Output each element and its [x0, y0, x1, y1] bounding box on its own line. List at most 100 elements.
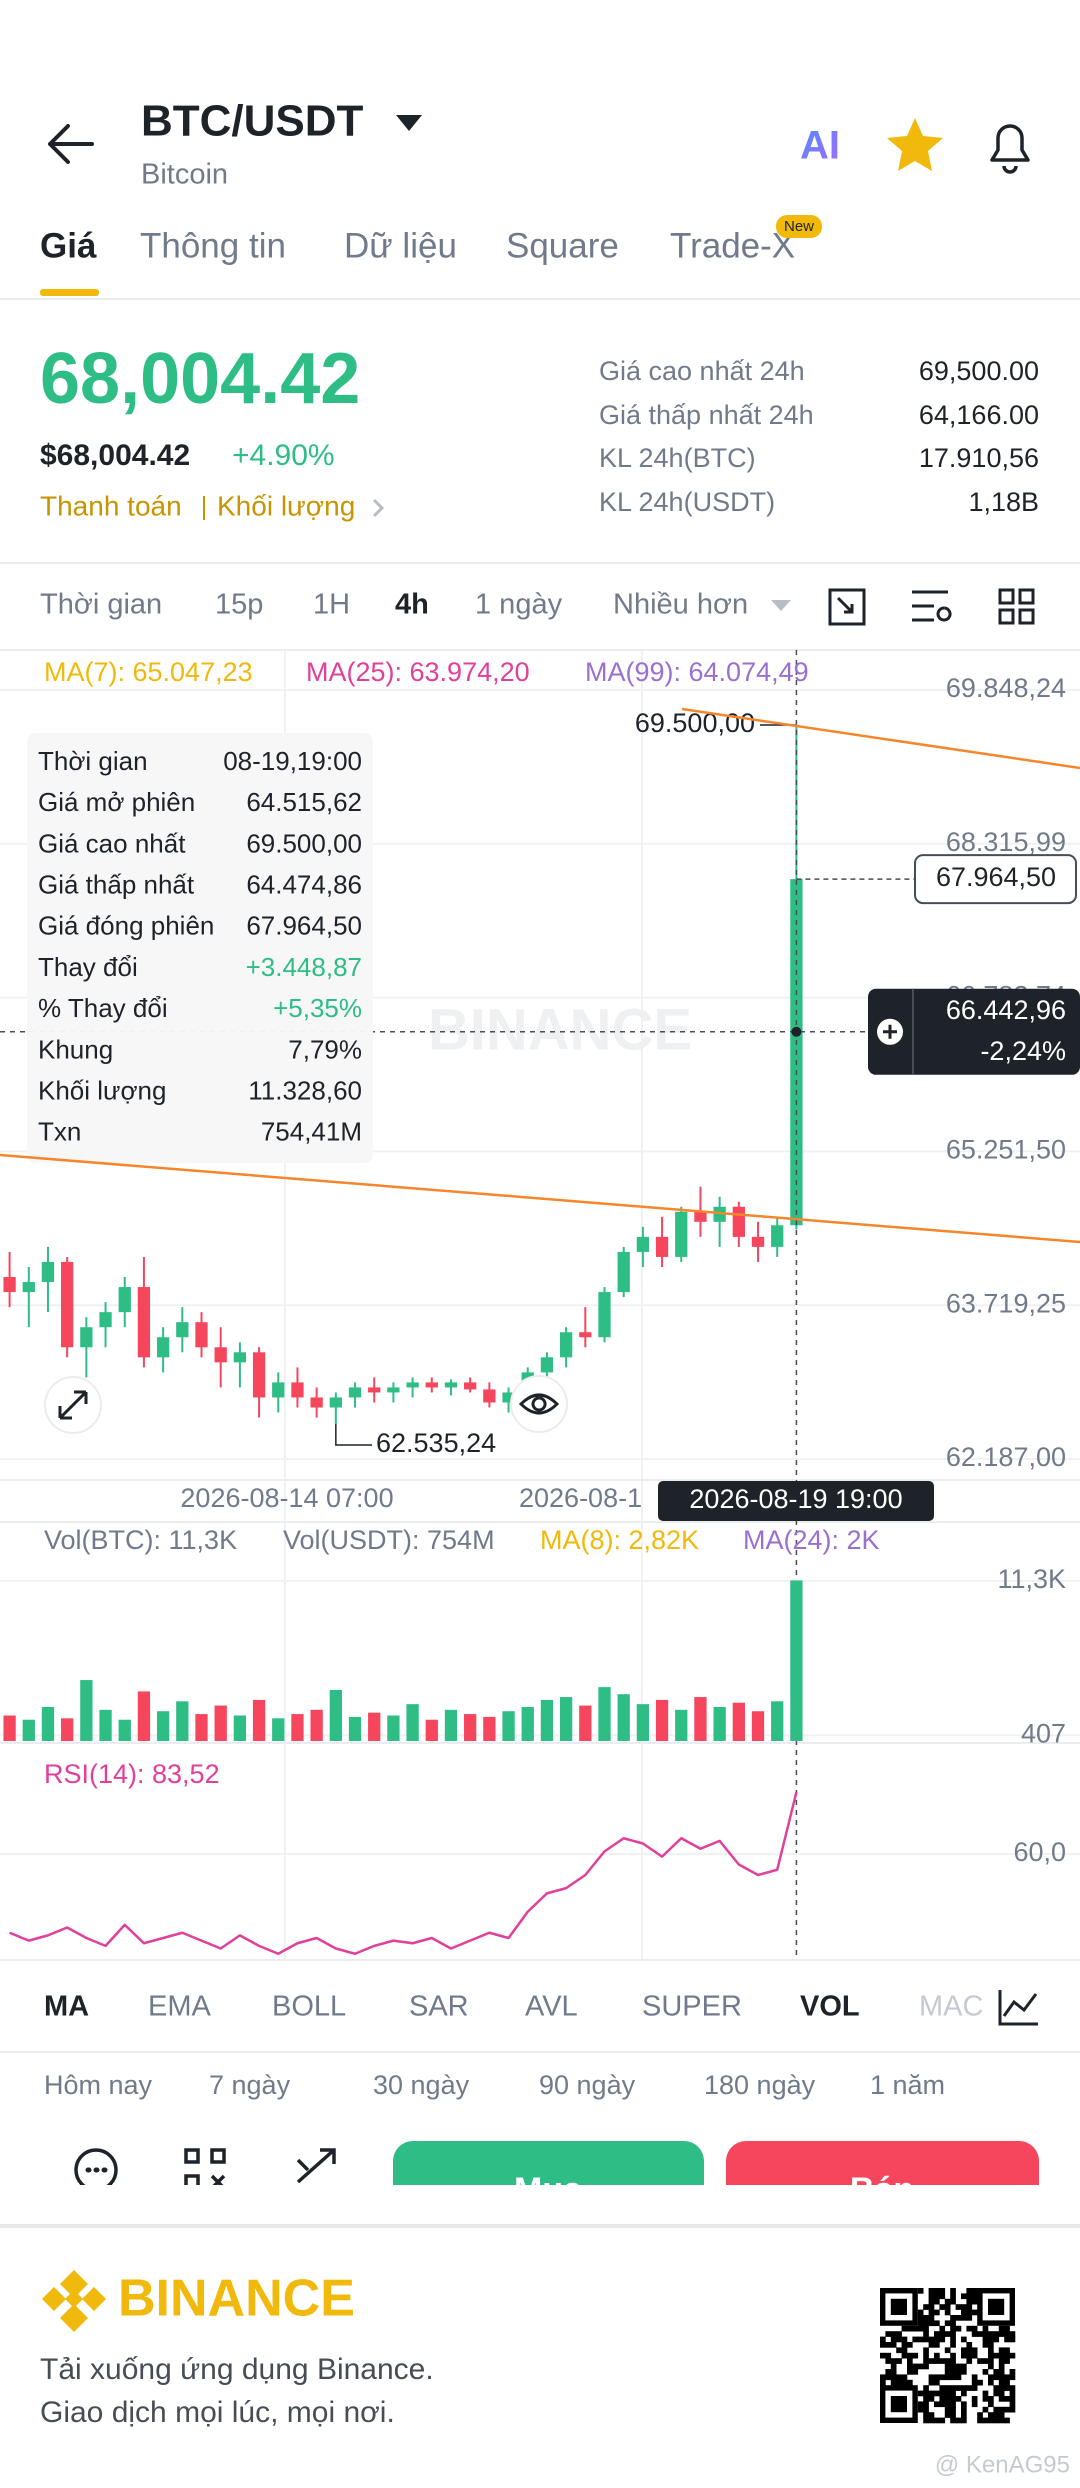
period[interactable]: 90 ngày: [539, 2070, 636, 2100]
qr-module: [939, 2304, 946, 2310]
period[interactable]: 7 ngày: [209, 2070, 291, 2100]
crosshair-price: 66.442,96: [946, 995, 1066, 1025]
indicator-settings[interactable]: [998, 1990, 1038, 2026]
sell-label[interactable]: Bán: [850, 2171, 914, 2209]
qr-module: [977, 2331, 983, 2337]
period[interactable]: 30 ngày: [373, 2070, 470, 2100]
qr-module: [950, 2358, 956, 2364]
indicator-tab[interactable]: MA: [44, 1991, 89, 2023]
candle-body: [732, 1206, 745, 1237]
indicator-tab[interactable]: EMA: [148, 1991, 212, 2023]
qr-module: [988, 2358, 994, 2364]
qr-module: [901, 2347, 908, 2354]
qr-module: [923, 2304, 929, 2310]
qr-module: [961, 2304, 967, 2310]
link[interactable]: Khối lượng: [217, 490, 355, 521]
indicator-tab[interactable]: MAC: [919, 1991, 983, 2023]
qr-module: [950, 2342, 956, 2348]
link[interactable]: Thanh toán: [40, 490, 182, 521]
tab[interactable]: Giá: [40, 226, 97, 265]
candle-body: [425, 1382, 438, 1388]
qr-module: [977, 2379, 983, 2386]
qr-module: [998, 2347, 1005, 2354]
notification-bell[interactable]: [990, 124, 1030, 174]
stat-value: 1,18B: [968, 487, 1039, 517]
rsi-line: [9, 1791, 798, 1955]
qr-module: [982, 2358, 989, 2364]
y-tick-label: 407: [1021, 1718, 1066, 1748]
interval[interactable]: Thời gian: [40, 589, 162, 621]
layout-icon[interactable]: [998, 588, 1035, 625]
interval[interactable]: Nhiều hơn: [613, 589, 748, 621]
y-tick-label: 60,0: [1013, 1837, 1066, 1867]
legend-entry: Vol(USDT): 754M: [283, 1525, 495, 1555]
legend-entry: MA(25): 63.974,20: [306, 657, 530, 687]
qr-module: [934, 2390, 940, 2397]
volume-bar: [80, 1680, 93, 1741]
pair-dropdown[interactable]: [396, 115, 422, 131]
period[interactable]: Hôm nay: [44, 2070, 153, 2100]
qr-module: [934, 2379, 940, 2386]
buy-button[interactable]: [393, 2141, 704, 2231]
qr-module: [993, 2331, 1000, 2337]
interval[interactable]: 1 ngày: [475, 589, 563, 621]
qr-module: [934, 2298, 940, 2305]
indicator-tab[interactable]: SAR: [409, 1991, 469, 2023]
volume-bar: [252, 1699, 266, 1741]
qr-module: [950, 2406, 956, 2413]
more-dropdown[interactable]: [771, 600, 791, 611]
qr-finder: [880, 2287, 918, 2326]
period[interactable]: 180 ngày: [704, 2070, 816, 2100]
qr-module: [944, 2309, 951, 2316]
interval[interactable]: 1H: [313, 589, 350, 621]
candle-body: [195, 1322, 208, 1348]
tab[interactable]: Square: [506, 226, 619, 265]
qr-module: [939, 2385, 946, 2391]
indicator-tab[interactable]: BOLL: [272, 1991, 346, 2023]
qr-module: [961, 2293, 967, 2300]
pair-title[interactable]: BTC/USDT: [141, 97, 364, 146]
volume-bar: [464, 1714, 477, 1741]
qr-module: [890, 2363, 897, 2370]
trade-icon[interactable]: [296, 2148, 336, 2184]
tooltip-label: Txn: [38, 1117, 81, 1147]
trend-line[interactable]: [0, 1153, 1080, 1244]
trend-line[interactable]: [681, 707, 1080, 770]
low-marker: [335, 1424, 372, 1446]
qr-module: [939, 2401, 946, 2408]
qr-module: [880, 2342, 886, 2348]
qr-module: [982, 2369, 989, 2375]
visibility-button[interactable]: [510, 1375, 568, 1433]
indicator-tab[interactable]: SUPER: [642, 1991, 742, 2023]
volume-bar: [118, 1719, 131, 1741]
qr-module: [1009, 2336, 1016, 2343]
qr-module: [950, 2315, 956, 2321]
tooltip-value: 64.474,86: [246, 869, 362, 899]
candle-body: [655, 1236, 669, 1257]
qr-module: [950, 2298, 956, 2305]
chat-icon[interactable]: [74, 2148, 118, 2190]
indicator-tab[interactable]: VOL: [800, 1991, 860, 2023]
qr-module: [1009, 2406, 1016, 2413]
tab[interactable]: Trade-X: [670, 226, 795, 265]
back-button[interactable]: [48, 124, 94, 164]
buy-label[interactable]: Mua: [514, 2171, 583, 2209]
sell-button[interactable]: [726, 2141, 1039, 2231]
indicator-tab[interactable]: AVL: [525, 1991, 578, 2023]
favorite-star[interactable]: [887, 118, 943, 171]
tab[interactable]: Thông tin: [140, 226, 286, 265]
volume-bar: [61, 1718, 74, 1741]
tooltip-value: 754,41M: [261, 1117, 362, 1147]
tooltip-value: 11.328,60: [248, 1075, 362, 1105]
interval[interactable]: 4h: [395, 589, 429, 621]
interval[interactable]: 15p: [215, 589, 263, 621]
tab[interactable]: Dữ liệu: [344, 226, 457, 265]
ai-button[interactable]: AI: [800, 124, 840, 168]
fullscreen-icon[interactable]: [828, 588, 866, 626]
qr-module: [966, 2385, 973, 2391]
grid-icon[interactable]: [184, 2148, 226, 2188]
period[interactable]: 1 năm: [870, 2070, 945, 2100]
qr-module: [934, 2352, 940, 2359]
qr-module: [917, 2336, 924, 2343]
settings-icon[interactable]: [912, 590, 952, 622]
